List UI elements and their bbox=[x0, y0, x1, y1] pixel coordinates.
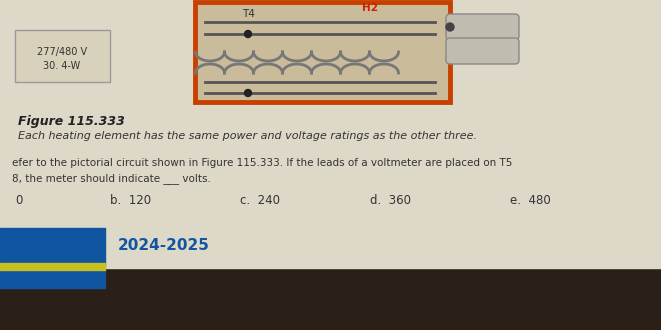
Bar bbox=[0, 263, 105, 270]
Text: c.  240: c. 240 bbox=[240, 194, 280, 207]
Text: 2024-2025: 2024-2025 bbox=[118, 238, 210, 253]
Circle shape bbox=[446, 23, 454, 31]
Text: 0: 0 bbox=[15, 194, 22, 207]
Bar bbox=[0, 268, 105, 288]
Text: efer to the pictorial circuit shown in Figure 115.333. If the leads of a voltmet: efer to the pictorial circuit shown in F… bbox=[12, 158, 512, 168]
Text: 277/480 V: 277/480 V bbox=[37, 47, 87, 57]
Text: T4: T4 bbox=[241, 9, 254, 19]
Text: e.  480: e. 480 bbox=[510, 194, 551, 207]
Bar bbox=[0, 0, 661, 268]
Bar bbox=[0, 265, 661, 330]
Bar bbox=[0, 228, 105, 266]
Text: 30. 4-W: 30. 4-W bbox=[44, 61, 81, 71]
Text: H2: H2 bbox=[362, 3, 378, 13]
Text: Each heating element has the same power and voltage ratings as the other three.: Each heating element has the same power … bbox=[18, 131, 477, 141]
Text: b.  120: b. 120 bbox=[110, 194, 151, 207]
Text: Figure 115.333: Figure 115.333 bbox=[18, 115, 125, 128]
Circle shape bbox=[245, 89, 251, 96]
Bar bbox=[195, 2, 450, 102]
FancyBboxPatch shape bbox=[446, 14, 519, 40]
Circle shape bbox=[245, 30, 251, 38]
Text: 8, the meter should indicate ___ volts.: 8, the meter should indicate ___ volts. bbox=[12, 173, 211, 184]
FancyBboxPatch shape bbox=[446, 38, 519, 64]
Text: d.  360: d. 360 bbox=[370, 194, 411, 207]
Bar bbox=[15, 30, 110, 82]
